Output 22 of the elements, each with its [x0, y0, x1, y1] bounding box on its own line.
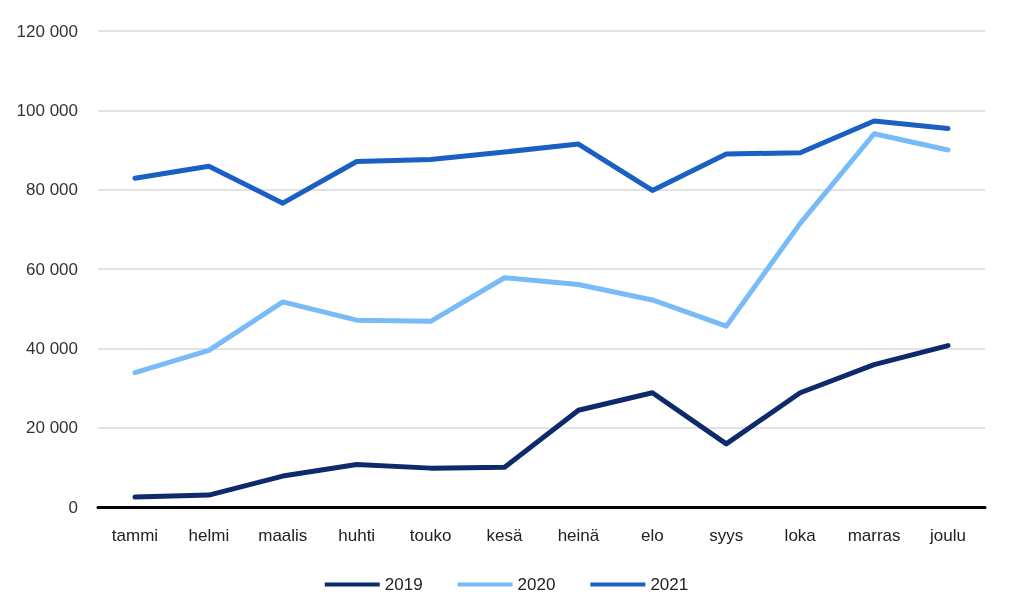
y-tick-label: 0	[68, 497, 78, 517]
y-tick-label: 40 000	[26, 338, 78, 358]
x-tick-label: helmi	[188, 526, 230, 545]
x-tick-label: maalis	[258, 526, 308, 545]
y-tick-label: 60 000	[26, 259, 78, 279]
x-tick-label: heinä	[557, 526, 600, 545]
x-tick-label: loka	[784, 526, 817, 545]
x-tick-label: tammi	[111, 526, 159, 545]
x-tick-label: touko	[409, 526, 452, 545]
x-tick-label: marras	[847, 526, 901, 545]
x-tick-label: huhti	[338, 526, 376, 545]
y-tick-label: 120 000	[16, 21, 78, 41]
y-tick-label: 80 000	[26, 180, 78, 200]
y-tick-label: 20 000	[26, 418, 78, 438]
x-tick-label: elo	[641, 526, 664, 545]
x-tick-label: kesä	[486, 526, 524, 545]
legend-label: 2019	[384, 575, 423, 594]
x-tick-label: syys	[709, 526, 744, 545]
y-tick-label: 100 000	[16, 100, 78, 120]
legend-label: 2021	[650, 575, 689, 594]
x-tick-label: joulu	[929, 526, 966, 545]
legend-label: 2020	[517, 575, 556, 594]
